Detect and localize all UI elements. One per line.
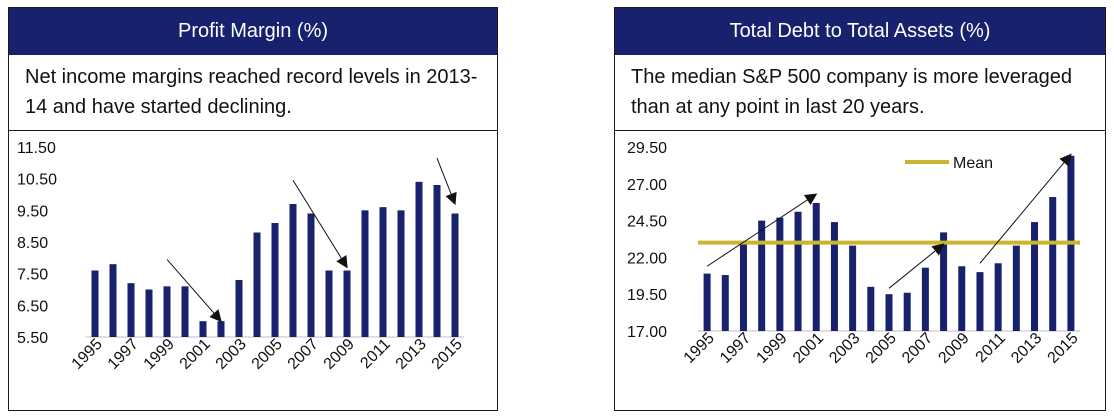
y-tick-label: 27.00 — [627, 177, 667, 194]
legend-mean-label: Mean — [953, 155, 993, 172]
y-tick-label: 19.50 — [627, 287, 667, 304]
x-tick-label: 2011 — [973, 330, 1009, 366]
y-tick-label: 24.50 — [627, 214, 667, 231]
bar-1999 — [776, 217, 784, 331]
bar-1998 — [145, 289, 153, 337]
profit-margin-header: Profit Margin (%) — [9, 8, 497, 55]
bar-2014 — [433, 185, 441, 337]
y-tick-label: 10.50 — [17, 172, 57, 189]
trend-arrow-2 — [888, 243, 945, 289]
y-tick-label: 9.50 — [17, 203, 48, 220]
y-tick-label: 11.50 — [17, 140, 56, 157]
bar-2001 — [199, 321, 207, 337]
bar-2007 — [307, 213, 315, 337]
debt-to-assets-chart-area: 17.00 19.50 22.00 24.50 27.00 29.50 Mean 1995 19… — [615, 131, 1105, 410]
x-tick-label: 2011 — [357, 336, 393, 372]
profit-margin-title: Profit Margin (%) — [177, 20, 329, 42]
bar-2002 — [830, 222, 838, 331]
x-tick-label: 1995 — [681, 330, 718, 367]
bar-1996 — [109, 264, 117, 337]
x-tick-label: 2013 — [1008, 330, 1045, 367]
debt-to-assets-description: The median S&P 500 company is more lever… — [615, 55, 1105, 131]
bar-2012 — [1012, 245, 1020, 331]
profit-margin-panel: Profit Margin (%) Net income margins rea… — [8, 7, 498, 411]
bar-2013 — [415, 181, 423, 337]
x-tick-label: 2001 — [177, 336, 214, 373]
x-tick-label: 2009 — [321, 336, 358, 373]
bar-2010 — [976, 272, 984, 331]
bar-1997 — [127, 283, 135, 337]
bar-1997 — [739, 244, 747, 331]
x-tick-label: 1995 — [69, 336, 106, 373]
bar-1996 — [721, 275, 729, 331]
bar-2011 — [994, 263, 1002, 331]
x-tick-label: 1999 — [141, 336, 178, 373]
bar-2003 — [849, 245, 857, 331]
debt-to-assets-panel: Total Debt to Total Assets (%) The media… — [614, 7, 1106, 411]
bar-2008 — [325, 270, 333, 337]
trend-arrow-3 — [979, 153, 1072, 264]
debt-to-assets-header: Total Debt to Total Assets (%) — [615, 8, 1105, 55]
profit-margin-chart-area: 5.50 6.50 7.50 8.50 9.50 10.50 11.50 1995 1997 19… — [9, 131, 497, 410]
bar-2005 — [271, 223, 279, 337]
bar-2003 — [235, 280, 243, 337]
x-tick-label: 2013 — [393, 336, 430, 373]
bar-1995 — [91, 270, 99, 337]
bar-2002 — [217, 321, 225, 337]
x-tick-label: 2003 — [826, 330, 863, 367]
profit-margin-chart: 5.50 6.50 7.50 8.50 9.50 10.50 11.50 1995199719… — [17, 140, 466, 373]
bar-2006 — [903, 292, 911, 331]
x-tick-label: 2015 — [1045, 330, 1082, 367]
bar-2008 — [940, 232, 948, 331]
bar-2000 — [181, 286, 189, 337]
bar-2015 — [451, 213, 459, 337]
y-tick-label: 29.50 — [627, 140, 667, 157]
bar-2011 — [379, 207, 387, 337]
trend-arrow-3 — [436, 157, 457, 206]
trend-arrow-2 — [292, 179, 348, 269]
x-tick-label: 2007 — [285, 336, 322, 373]
bar-2006 — [289, 204, 297, 337]
y-tick-label: 6.50 — [17, 298, 48, 315]
bar-2012 — [397, 210, 405, 337]
y-tick-label: 22.00 — [627, 250, 667, 267]
bar-1998 — [758, 220, 766, 331]
debt-to-assets-title: Total Debt to Total Assets (%) — [729, 20, 991, 42]
bar-1999 — [163, 286, 171, 337]
bar-2004 — [867, 286, 875, 331]
x-tick-label: 2003 — [213, 336, 250, 373]
bar-2014 — [1049, 197, 1057, 331]
x-tick-label: 2001 — [790, 330, 827, 367]
y-tick-label: 8.50 — [17, 235, 48, 252]
bar-2009 — [958, 266, 966, 331]
bar-2010 — [361, 210, 369, 337]
x-tick-label: 1999 — [753, 330, 790, 367]
bar-1995 — [703, 273, 711, 331]
y-tick-label: 5.50 — [17, 330, 48, 347]
bar-2005 — [885, 294, 893, 331]
trend-arrow-1 — [166, 259, 222, 323]
x-tick-label: 1997 — [717, 330, 754, 367]
x-tick-label: 2005 — [863, 330, 900, 367]
x-tick-label: 2015 — [429, 336, 466, 373]
y-tick-label: 17.00 — [627, 324, 667, 341]
profit-margin-description: Net income margins reached record levels… — [9, 55, 497, 131]
x-tick-label: 2007 — [899, 330, 936, 367]
x-tick-label: 1997 — [105, 336, 142, 373]
bar-2004 — [253, 232, 261, 337]
bar-2001 — [812, 202, 820, 331]
bar-2007 — [921, 267, 929, 331]
x-tick-label: 2009 — [935, 330, 972, 367]
bar-2009 — [343, 270, 351, 337]
bar-2000 — [794, 211, 802, 331]
y-tick-label: 7.50 — [17, 267, 48, 284]
x-tick-label: 2005 — [249, 336, 286, 373]
trend-arrow-1 — [706, 193, 818, 267]
bar-2013 — [1031, 222, 1039, 331]
